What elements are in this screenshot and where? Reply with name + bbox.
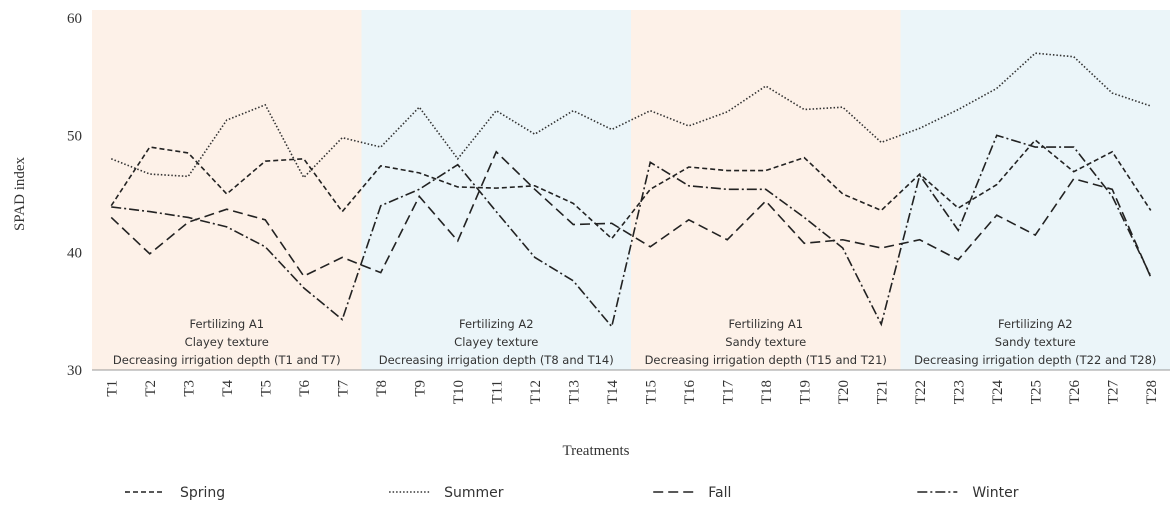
x-tick-label: T21 bbox=[874, 380, 890, 404]
x-tick-label: T3 bbox=[181, 380, 197, 397]
y-tick-label: 60 bbox=[67, 11, 82, 27]
legend-label: Winter bbox=[972, 485, 1018, 501]
series-line bbox=[110, 150, 1152, 278]
x-axis-label: Treatments bbox=[563, 443, 630, 459]
x-tick-label: T4 bbox=[220, 380, 236, 397]
x-tick-label: T11 bbox=[489, 380, 505, 404]
region-annotation: Fertilizing A2 bbox=[998, 317, 1073, 331]
legend-label: Spring bbox=[180, 485, 225, 501]
legend-label: Fall bbox=[708, 485, 731, 501]
x-tick-label: T14 bbox=[605, 380, 621, 405]
y-tick-label: 40 bbox=[67, 246, 82, 262]
region-annotation: Fertilizing A1 bbox=[728, 317, 803, 331]
region-annotation: Decreasing irrigation depth (T22 and T28… bbox=[914, 353, 1156, 367]
legend-label: Summer bbox=[444, 485, 504, 501]
region-background bbox=[900, 10, 1170, 370]
region-annotation: Decreasing irrigation depth (T15 and T21… bbox=[645, 353, 887, 367]
region-annotation: Clayey texture bbox=[454, 335, 538, 349]
x-tick-label: T9 bbox=[412, 380, 428, 397]
y-tick-label: 50 bbox=[67, 128, 82, 144]
region-annotation: Sandy texture bbox=[995, 335, 1076, 349]
x-tick-label: T16 bbox=[682, 380, 698, 405]
x-tick-label: T7 bbox=[335, 380, 351, 397]
region-annotation: Fertilizing A1 bbox=[189, 317, 264, 331]
y-tick-label: 30 bbox=[67, 363, 82, 379]
region-annotation: Fertilizing A2 bbox=[459, 317, 534, 331]
x-tick-label: T27 bbox=[1105, 380, 1121, 405]
region-background bbox=[92, 10, 362, 370]
region-annotation: Decreasing irrigation depth (T8 and T14) bbox=[379, 353, 614, 367]
x-tick-label: T25 bbox=[1028, 380, 1044, 404]
x-tick-label: T1 bbox=[104, 380, 120, 397]
x-tick-label: T15 bbox=[643, 380, 659, 404]
x-tick-label: T23 bbox=[951, 380, 967, 404]
region-background bbox=[361, 10, 631, 370]
x-tick-label: T10 bbox=[451, 380, 467, 404]
region-annotation: Clayey texture bbox=[185, 335, 269, 349]
x-tick-label: T6 bbox=[297, 380, 313, 397]
x-tick-label: T28 bbox=[1144, 380, 1160, 404]
x-tick-label: T5 bbox=[258, 380, 274, 397]
x-tick-label: T13 bbox=[566, 380, 582, 404]
region-annotation: Decreasing irrigation depth (T1 and T7) bbox=[113, 353, 341, 367]
x-tick-label: T18 bbox=[759, 380, 775, 404]
region-annotation: Sandy texture bbox=[725, 335, 806, 349]
y-axis-label: SPAD index bbox=[12, 156, 28, 231]
x-tick-label: T17 bbox=[720, 380, 736, 405]
x-tick-label: T26 bbox=[1067, 380, 1083, 405]
series-line bbox=[110, 138, 1152, 240]
x-tick-label: T22 bbox=[913, 380, 929, 404]
series-line bbox=[111, 134, 1152, 329]
x-tick-label: T19 bbox=[797, 380, 813, 404]
x-tick-label: T12 bbox=[528, 380, 544, 404]
x-tick-label: T2 bbox=[143, 380, 159, 397]
x-tick-label: T20 bbox=[836, 380, 852, 404]
x-tick-label: T24 bbox=[990, 380, 1006, 405]
x-tick-label: T8 bbox=[374, 380, 390, 397]
